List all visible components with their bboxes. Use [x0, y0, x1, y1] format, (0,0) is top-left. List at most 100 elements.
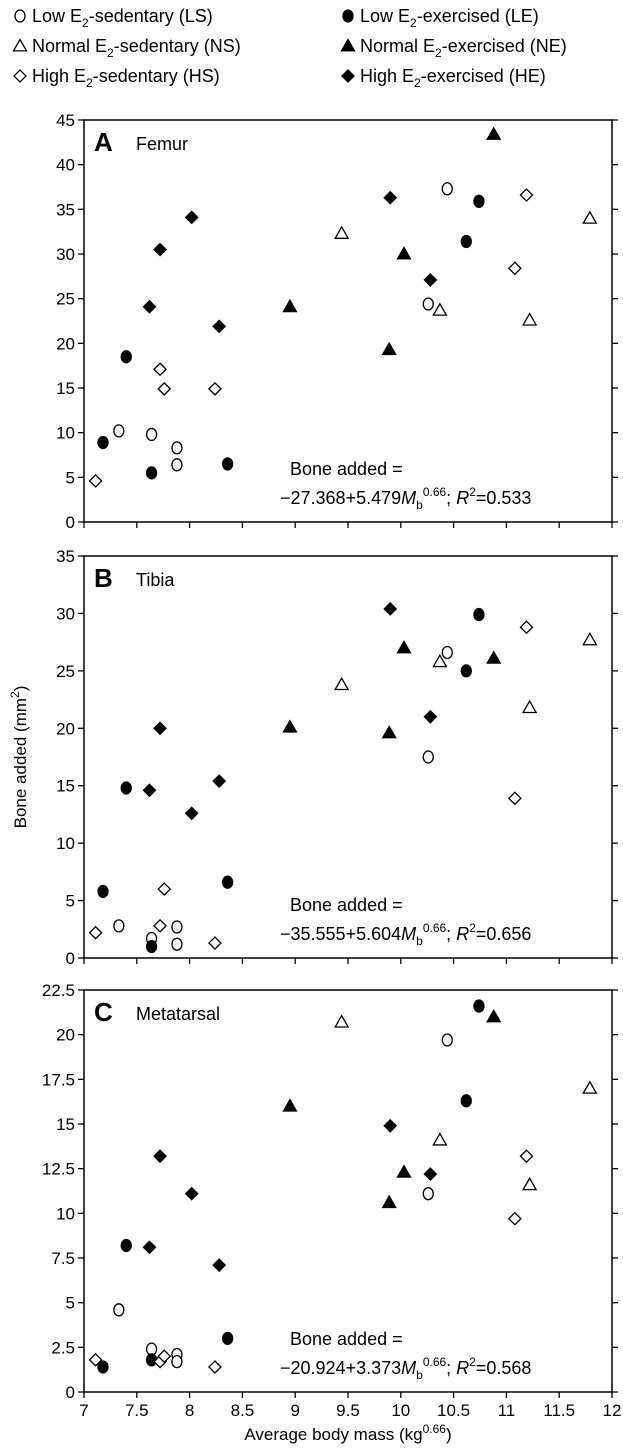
data-point-le	[460, 664, 472, 678]
data-point-he	[212, 1258, 227, 1273]
data-point-hs	[507, 261, 522, 276]
equation-coeffs: −35.555+5.604	[280, 924, 401, 944]
equation-coeffs: −20.924+3.373	[280, 1358, 401, 1378]
data-point-ls	[171, 1354, 183, 1369]
data-point-he	[153, 721, 167, 736]
legend-label-main: Low E	[32, 6, 82, 26]
x-axis-title-end: )	[446, 1425, 452, 1444]
y-tick-label: 20	[56, 1026, 75, 1045]
panel-b: 0 5 10 15 20 25 30 35 B Tibia Bone added = −35.555+…	[56, 547, 618, 968]
data-point-he	[153, 1149, 167, 1164]
data-point-ne	[282, 719, 298, 733]
x-tick-label: 10	[391, 1401, 410, 1420]
equation-r-symbol: R	[456, 488, 469, 508]
data-point-ns	[522, 1176, 538, 1191]
data-point-ls	[171, 920, 183, 934]
data-point-hs	[88, 473, 103, 488]
data-point-ns	[522, 699, 538, 714]
series-hs	[88, 188, 534, 488]
legend-label-rest: -sedentary (LS)	[89, 6, 213, 26]
data-point-he	[212, 319, 227, 334]
legend-label-sub: 2	[410, 16, 417, 30]
equation-exponent: 0.66	[423, 485, 447, 499]
data-point-ne	[486, 650, 502, 664]
legend-label-main: High E	[360, 66, 414, 86]
filled-triangle-marker	[340, 38, 356, 52]
data-point-hs	[208, 936, 222, 950]
legend-label: High E2-sedentary (HS)	[32, 66, 220, 90]
y-tick-label: 35	[56, 547, 75, 566]
equation-mass-sub: b	[416, 934, 423, 948]
series-le	[97, 607, 485, 954]
y-tick-label: 10	[56, 1204, 75, 1223]
legend-entry-open-triangle: Normal E2-sedentary (NS)	[12, 36, 241, 60]
data-point-ls	[113, 919, 125, 933]
legend-entry-filled-circle: Low E2-exercised (LE)	[342, 6, 539, 30]
legend-label-sub: 2	[107, 46, 114, 60]
panel-name: Femur	[136, 134, 188, 154]
open-circle-marker	[14, 9, 26, 23]
equation-r-exponent: 2	[469, 921, 476, 935]
data-point-hs	[157, 882, 172, 897]
y-tick-label: 5	[66, 1294, 75, 1313]
data-point-ne	[396, 640, 412, 654]
x-axis-title-sup: 0.66	[423, 1422, 447, 1436]
data-point-hs	[153, 918, 167, 933]
x-tick-label: 9.5	[336, 1401, 360, 1420]
x-tick-label: 7	[79, 1401, 88, 1420]
y-tick-label: 45	[56, 111, 75, 130]
data-point-he	[383, 190, 398, 205]
data-point-ls	[441, 182, 453, 196]
data-point-le	[221, 875, 234, 889]
equation-line-1: Bone added =	[290, 459, 403, 479]
equation-mass-sub: b	[416, 1368, 423, 1382]
data-point-ns	[334, 1014, 350, 1028]
equation-line-1: Bone added =	[290, 895, 403, 915]
y-tick-label: 10	[56, 834, 75, 853]
data-point-hs	[507, 791, 522, 806]
data-point-ns	[334, 225, 350, 239]
data-point-ne	[282, 298, 298, 313]
data-point-he	[142, 1240, 157, 1255]
panel-name: Metatarsal	[136, 1004, 220, 1024]
data-point-le	[473, 999, 485, 1013]
equation-exponent: 0.66	[423, 1355, 447, 1369]
y-tick-label: 12.5	[42, 1160, 75, 1179]
data-point-le	[97, 435, 109, 450]
data-point-he	[184, 210, 199, 225]
data-point-he	[423, 709, 438, 724]
series-ne	[282, 126, 502, 356]
data-point-ls	[422, 750, 434, 764]
y-tick-label: 30	[56, 245, 75, 264]
y-tick-label: 15	[56, 379, 75, 398]
x-axis-title: Average body mass (kg0.66)	[244, 1422, 451, 1444]
data-point-ne	[381, 341, 397, 356]
data-point-ne	[486, 126, 502, 140]
data-point-hs	[519, 1149, 534, 1164]
equation-separator: ;	[446, 924, 456, 944]
legend-label: Normal E2-exercised (NE)	[360, 36, 567, 60]
data-point-he	[142, 299, 157, 314]
open-triangle-marker	[12, 38, 28, 52]
data-point-le	[473, 194, 485, 208]
equation-line-1: Bone added =	[290, 1329, 403, 1349]
data-point-ls	[171, 441, 183, 455]
panel-letter: C	[94, 997, 113, 1027]
data-point-ls	[113, 424, 125, 438]
x-tick-label: 8.5	[231, 1401, 255, 1420]
data-point-hs	[208, 381, 222, 396]
panel-c: 0 2.5 5 7.5 10 12.5 15 17.5 20 22.5 7 7.5 8 8.5 9 9.5 10…	[42, 981, 622, 1420]
legend-label-rest: -exercised (LE)	[417, 6, 539, 26]
data-point-ns	[582, 1080, 598, 1094]
legend-entry-filled-diamond: High E2-exercised (HE)	[341, 66, 546, 90]
data-point-hs	[153, 362, 167, 377]
data-point-le	[145, 466, 158, 480]
data-point-ls	[441, 1033, 453, 1047]
data-point-he	[184, 806, 199, 821]
y-tick-label: 15	[56, 1115, 75, 1134]
series-ns	[334, 210, 598, 326]
legend-label: Low E2-sedentary (LS)	[32, 6, 213, 30]
series-he	[142, 601, 438, 821]
series-he	[142, 190, 438, 334]
